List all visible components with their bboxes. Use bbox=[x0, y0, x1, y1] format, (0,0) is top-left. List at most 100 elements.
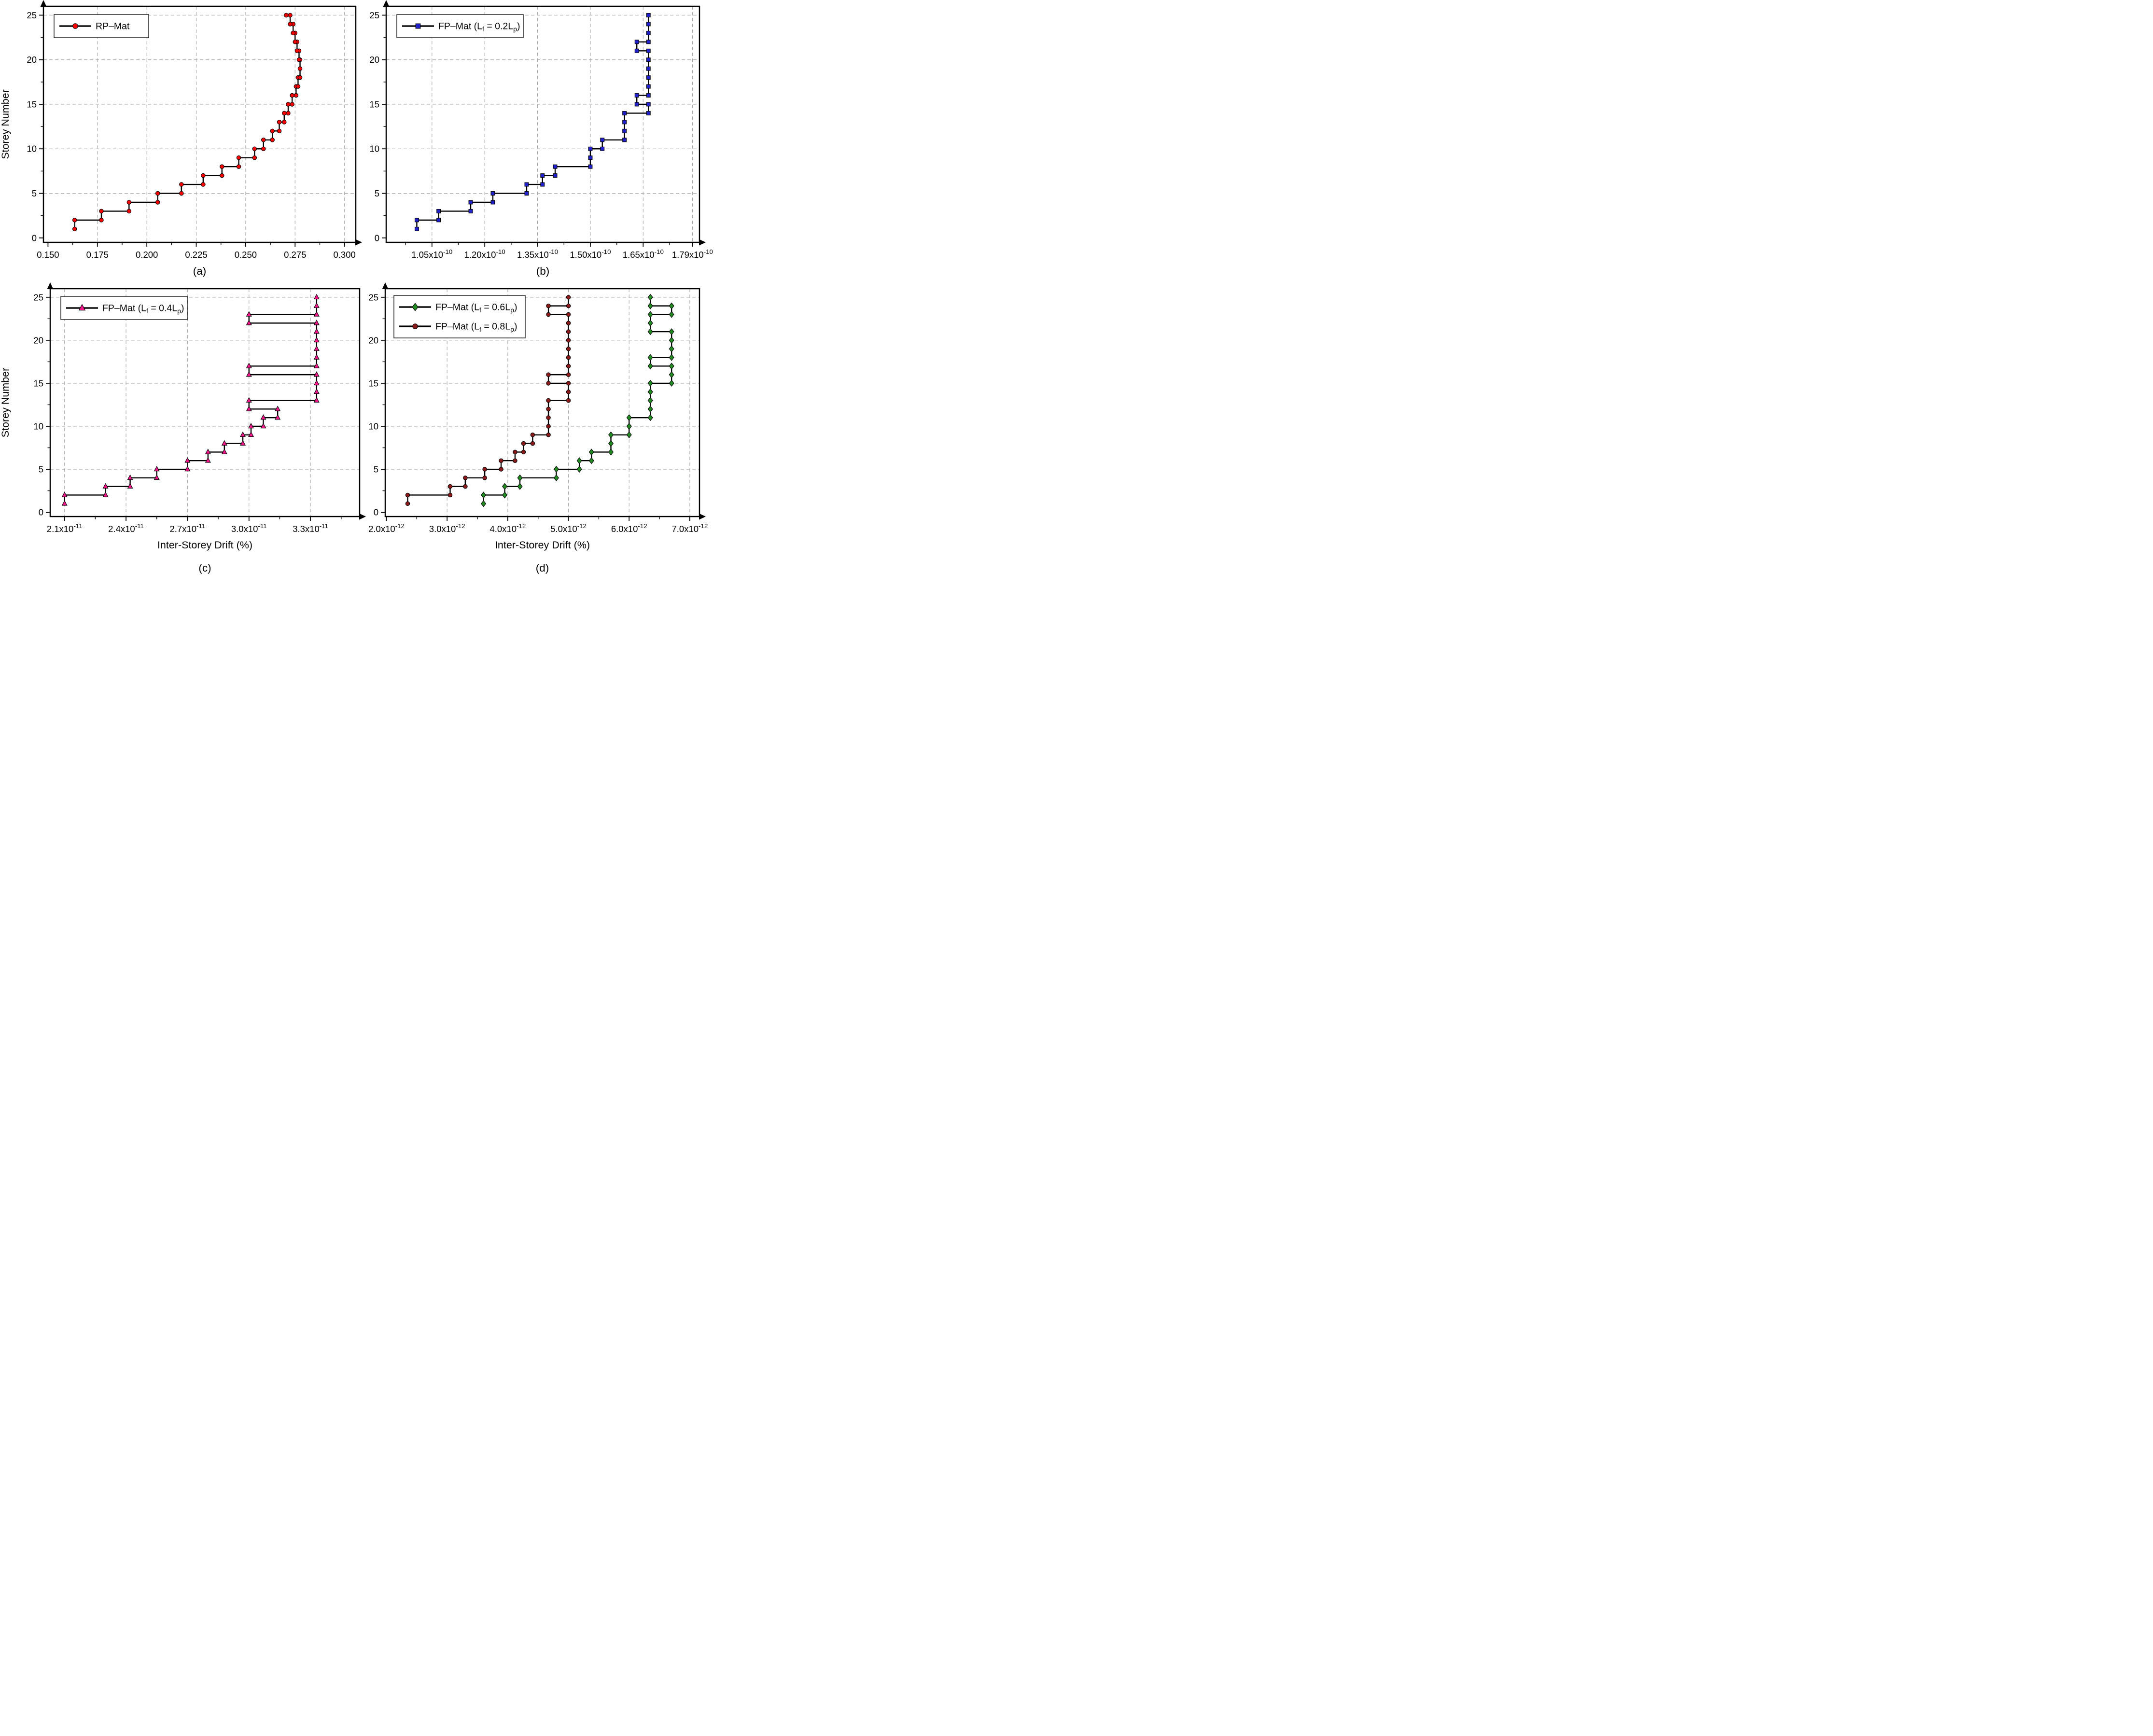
diamond-marker bbox=[647, 379, 653, 387]
y-tick-label: 10 bbox=[27, 144, 37, 154]
panel-d-ticks: 2.0x10-12 3.0x10-12 4.0x10-12 5.0x10-12 6.0x… bbox=[368, 292, 708, 534]
diamond-marker bbox=[669, 302, 674, 309]
triangle-marker bbox=[246, 311, 252, 317]
diamond-marker bbox=[647, 294, 653, 301]
triangle-marker bbox=[240, 431, 246, 437]
square-marker bbox=[634, 93, 639, 98]
circle-marker bbox=[546, 372, 551, 377]
y-tick-label: 0 bbox=[375, 233, 379, 243]
diamond-marker bbox=[669, 345, 674, 352]
diamond-marker bbox=[517, 474, 523, 481]
x-tick-label: 2.0x10-12 bbox=[368, 522, 405, 534]
triangle-marker bbox=[313, 388, 320, 394]
square-marker bbox=[414, 226, 419, 231]
panel-c-legend: FP–Mat (Lf = 0.4Lp) bbox=[60, 296, 188, 320]
circle-marker bbox=[521, 449, 526, 455]
triangle-marker bbox=[61, 500, 68, 506]
circle-marker bbox=[297, 75, 303, 80]
x-tick-label: 0.300 bbox=[334, 250, 356, 260]
legend-label: RP–Mat bbox=[96, 21, 130, 32]
x-axis-arrow-icon bbox=[699, 239, 706, 246]
legend-label: FP–Mat (Lf = 0.6Lp) bbox=[435, 302, 517, 314]
x-tick-label: 7.0x10-12 bbox=[671, 522, 708, 534]
triangle-marker bbox=[248, 431, 254, 437]
square-marker bbox=[468, 200, 473, 205]
circle-marker bbox=[99, 209, 104, 214]
circle-marker bbox=[72, 226, 77, 232]
panel-a-series-0 bbox=[72, 13, 303, 232]
x-tick-label: 4.0x10-12 bbox=[489, 522, 526, 534]
triangle-marker bbox=[240, 440, 246, 446]
circle-marker bbox=[270, 128, 275, 134]
triangle-marker bbox=[313, 354, 320, 360]
plot-frame bbox=[385, 5, 700, 243]
square-marker bbox=[646, 40, 651, 44]
square-marker bbox=[646, 66, 651, 71]
circle-marker bbox=[179, 182, 184, 187]
circle-marker bbox=[277, 120, 282, 125]
triangle-marker bbox=[102, 491, 109, 497]
circle-marker bbox=[270, 138, 275, 142]
triangle-marker bbox=[246, 397, 252, 403]
x-tick-label: 1.79x10-10 bbox=[672, 248, 713, 260]
y-tick-label: 20 bbox=[368, 335, 378, 345]
panel-a-grid bbox=[43, 6, 356, 242]
y-tick-label: 15 bbox=[368, 378, 378, 388]
panel-c: 2.1x10-11 2.4x10-11 2.7x10-11 3.0x10-11 3.3x… bbox=[0, 282, 366, 574]
square-marker bbox=[646, 57, 651, 62]
triangle-marker bbox=[246, 363, 252, 368]
circle-marker bbox=[463, 476, 468, 480]
x-tick-label: 2.7x10-11 bbox=[170, 522, 206, 534]
square-marker bbox=[553, 173, 558, 178]
x-tick-label: 1.35x10-10 bbox=[517, 248, 558, 260]
triangle-marker bbox=[221, 448, 227, 454]
y-axis-title: Storey Number bbox=[0, 368, 11, 438]
triangle-marker bbox=[184, 465, 191, 472]
diamond-marker bbox=[669, 354, 674, 361]
square-marker bbox=[646, 93, 651, 98]
figure-page: 0.150 0.175 0.200 0.225 0.250 0.275 0.300 0 5 10 1… bbox=[0, 0, 719, 579]
x-tick-label: 0.150 bbox=[37, 250, 59, 260]
y-tick-label: 0 bbox=[374, 507, 378, 518]
circle-marker bbox=[155, 200, 160, 205]
triangle-marker bbox=[275, 406, 281, 411]
diamond-marker bbox=[647, 388, 653, 395]
triangle-marker bbox=[313, 379, 320, 386]
square-marker bbox=[622, 128, 627, 133]
diamond-marker bbox=[608, 448, 614, 456]
panel-d-series-1 bbox=[405, 295, 571, 506]
triangle-marker bbox=[205, 457, 211, 463]
circle-marker bbox=[566, 389, 571, 394]
triangle-marker bbox=[102, 483, 109, 489]
square-marker bbox=[540, 173, 545, 178]
circle-marker bbox=[546, 303, 551, 308]
circle-marker bbox=[513, 449, 517, 455]
circle-marker bbox=[513, 458, 517, 463]
x-tick-label: 0.225 bbox=[185, 250, 207, 260]
square-marker bbox=[588, 155, 593, 160]
square-marker bbox=[646, 13, 651, 17]
panel-b-grid bbox=[386, 6, 699, 242]
circle-marker bbox=[546, 381, 551, 386]
y-tick-label: 20 bbox=[369, 55, 379, 65]
circle-marker bbox=[293, 40, 298, 44]
panel-b-legend: FP–Mat (Lf = 0.2Lp) bbox=[396, 14, 524, 38]
square-marker bbox=[646, 75, 651, 80]
y-tick-label: 0 bbox=[39, 507, 43, 518]
legend-diamond-marker bbox=[412, 303, 419, 311]
circle-marker bbox=[201, 182, 206, 187]
circle-marker bbox=[521, 441, 526, 446]
legend-circle-marker bbox=[72, 23, 78, 29]
circle-marker bbox=[220, 173, 224, 178]
triangle-marker bbox=[313, 311, 320, 317]
circle-marker bbox=[282, 111, 287, 116]
x-tick-label: 3.0x10-11 bbox=[231, 522, 267, 534]
panel-c-series-0 bbox=[61, 294, 320, 506]
circle-marker bbox=[566, 321, 571, 325]
y-tick-label: 10 bbox=[33, 421, 43, 431]
y-tick-label: 10 bbox=[369, 144, 379, 154]
square-marker bbox=[600, 146, 605, 151]
square-marker bbox=[646, 22, 651, 27]
panel-c-grid bbox=[50, 289, 360, 517]
circle-marker bbox=[284, 13, 289, 18]
